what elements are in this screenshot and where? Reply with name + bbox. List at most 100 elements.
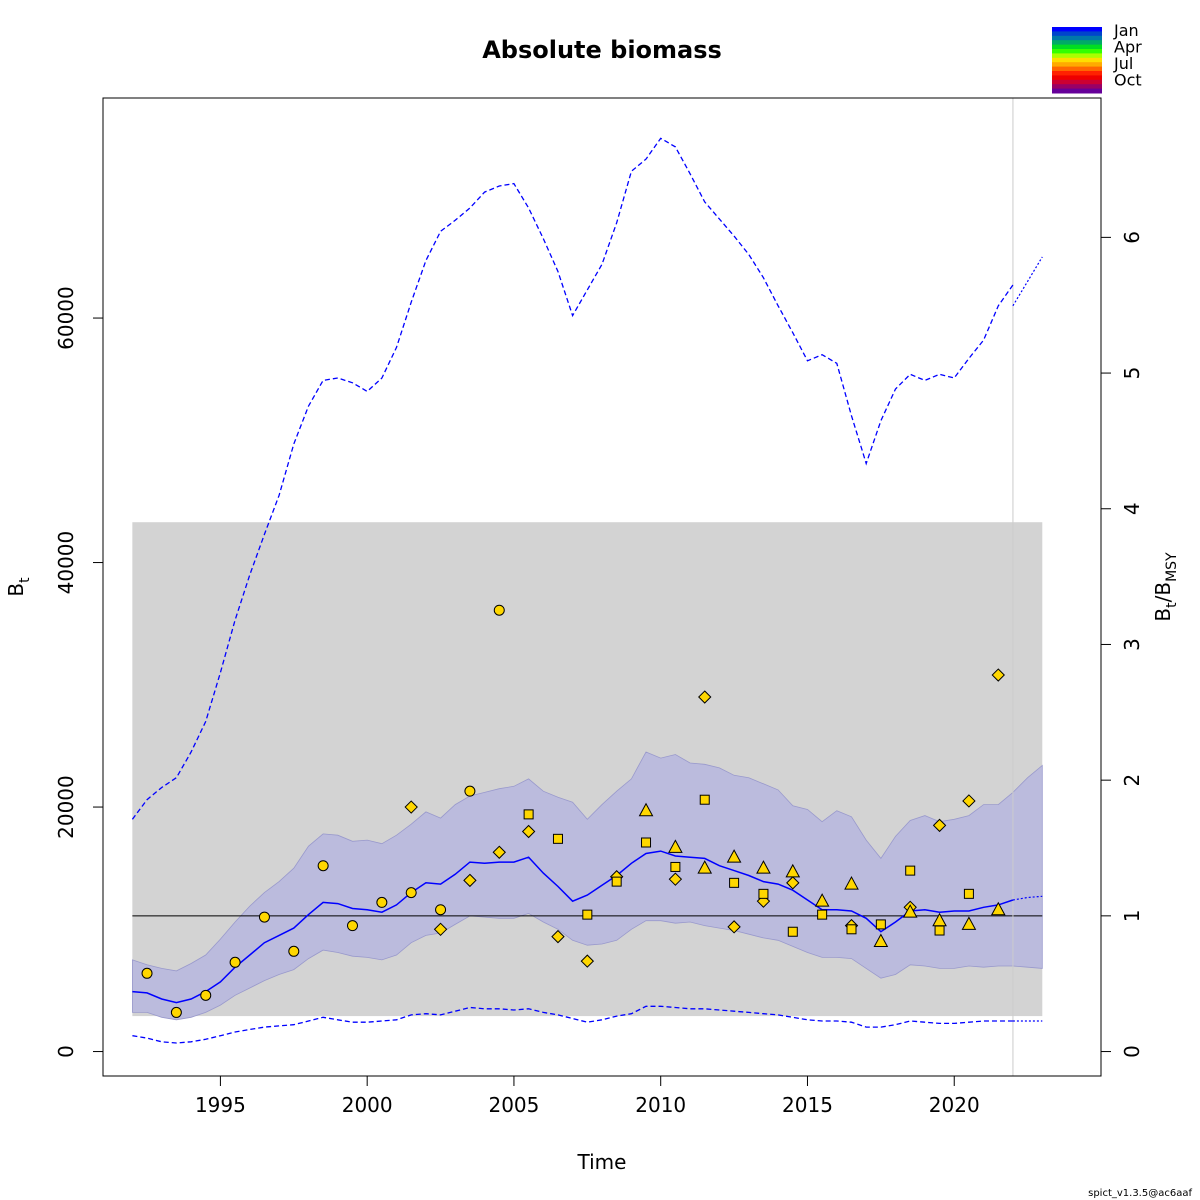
index-point-diamond: [962, 794, 976, 808]
index-point-triangle: [697, 860, 713, 874]
lower-interval-line: [132, 1005, 1013, 1044]
y-tick-label: 20000: [54, 775, 78, 839]
legend-color-swatch: [1052, 40, 1102, 46]
legend-color-swatch: [1052, 88, 1102, 94]
biomass-forecast-line: [1012, 895, 1043, 901]
index-point-triangle: [756, 860, 771, 874]
x-tick-label: 2000: [342, 1093, 393, 1117]
y2-axis-label-sub1: t: [1164, 602, 1180, 608]
y-tick-label: 60000: [54, 286, 78, 350]
y2-axis-label-main: B: [1151, 608, 1175, 622]
index-point-circle: [347, 920, 358, 932]
index-point-triangle: [844, 876, 859, 890]
index-point-circle: [435, 904, 447, 916]
chart-title: Absolute biomass: [482, 36, 722, 64]
index-point-triangle: [638, 802, 654, 817]
x-axis-label: Time: [577, 1150, 627, 1174]
index-point-circle: [493, 604, 505, 616]
index-point-circle: [464, 785, 476, 797]
y-axis-left: 0 20000 40000 60000: [54, 286, 104, 1058]
index-point-square: [582, 909, 593, 920]
legend-color-swatch: [1052, 44, 1102, 50]
index-point-triangle: [961, 916, 977, 930]
index-point-diamond: [786, 876, 800, 890]
index-point-triangle: [814, 893, 830, 907]
y-tick-label: 40000: [54, 531, 78, 595]
legend-color-swatch: [1052, 79, 1102, 85]
index-point-triangle: [932, 912, 947, 927]
index-point-square: [875, 919, 886, 930]
index-point-triangle: [873, 933, 889, 948]
x-tick-label: 2020: [929, 1093, 980, 1117]
x-tick-label: 2005: [488, 1093, 539, 1117]
y2-tick-label: 3: [1120, 638, 1144, 651]
index-point-square: [905, 865, 916, 876]
index-point-circle: [141, 967, 153, 979]
y2-tick-label: 0: [1120, 1045, 1144, 1058]
index-point-triangle: [668, 839, 683, 853]
index-point-diamond: [404, 800, 418, 814]
index-point-diamond: [932, 818, 947, 833]
lines-layer: [131, 98, 1043, 1076]
index-point-triangle: [990, 901, 1006, 916]
y-axis-label-main: B: [4, 583, 28, 597]
index-point-circle: [317, 860, 329, 872]
confidence-band: [131, 751, 1043, 1021]
legend-label: Jan: [1113, 21, 1139, 40]
index-point-circle: [405, 887, 417, 899]
index-point-diamond: [521, 824, 536, 839]
legend-color-swatch: [1052, 75, 1102, 81]
legend-color-swatch: [1052, 57, 1102, 63]
index-point-triangle: [902, 904, 918, 918]
y-axis-label-sub: t: [17, 577, 33, 583]
y2-tick-label: 5: [1120, 367, 1144, 380]
legend-label: Oct: [1114, 71, 1142, 90]
legend-color-swatch: [1052, 53, 1102, 59]
index-point-square: [934, 925, 945, 936]
upper-interval-line: [131, 137, 1014, 820]
legend-color-swatch: [1052, 66, 1102, 72]
upper-interval-forecast-line: [1012, 256, 1043, 307]
y2-tick-label: 2: [1120, 774, 1144, 787]
legend-label: Jul: [1113, 54, 1133, 73]
bands-layer: [131, 522, 1043, 1021]
legend-color-swatch: [1052, 27, 1102, 32]
footer-version: spict_v1.3.5@ac6aaf: [1088, 1188, 1192, 1199]
index-point-circle: [229, 956, 241, 968]
x-tick-label: 2010: [635, 1093, 686, 1117]
index-point-circle: [200, 989, 212, 1001]
x-tick-label: 2015: [782, 1093, 833, 1117]
index-point-square: [552, 833, 563, 844]
index-point-circle: [258, 911, 270, 923]
index-point-square: [787, 926, 798, 937]
legend-color-swatch: [1052, 35, 1102, 41]
legend-color-swatch: [1052, 31, 1102, 37]
index-point-diamond: [991, 668, 1005, 682]
index-point-square: [817, 909, 828, 920]
x-axis: 1995 2000 2005 2010 2015 2020: [195, 1075, 980, 1117]
y2-tick-label: 6: [1120, 231, 1144, 244]
y2-tick-label: 1: [1120, 909, 1144, 922]
index-point-square: [699, 794, 710, 805]
index-point-square: [523, 809, 534, 820]
index-point-square: [729, 877, 740, 888]
legend-color-swatch: [1052, 62, 1102, 68]
index-point-triangle: [785, 863, 801, 878]
index-point-diamond: [463, 873, 477, 888]
y2-axis-label: Bt/BMSY: [1151, 552, 1180, 622]
index-point-diamond: [492, 845, 506, 859]
y2-tick-label: 4: [1120, 502, 1144, 515]
index-point-square: [611, 876, 622, 887]
index-point-triangle: [726, 849, 742, 863]
points-layer: [141, 604, 1006, 1018]
legend-color-swatch: [1052, 84, 1102, 90]
index-point-circle: [376, 896, 388, 908]
index-point-circle: [170, 1006, 182, 1018]
legend-color-swatch: [1052, 49, 1102, 54]
y-tick-label: 0: [54, 1045, 78, 1058]
biomass-estimate-line: [132, 850, 1014, 1004]
index-point-circle: [288, 945, 300, 957]
index-point-diamond: [551, 929, 565, 944]
